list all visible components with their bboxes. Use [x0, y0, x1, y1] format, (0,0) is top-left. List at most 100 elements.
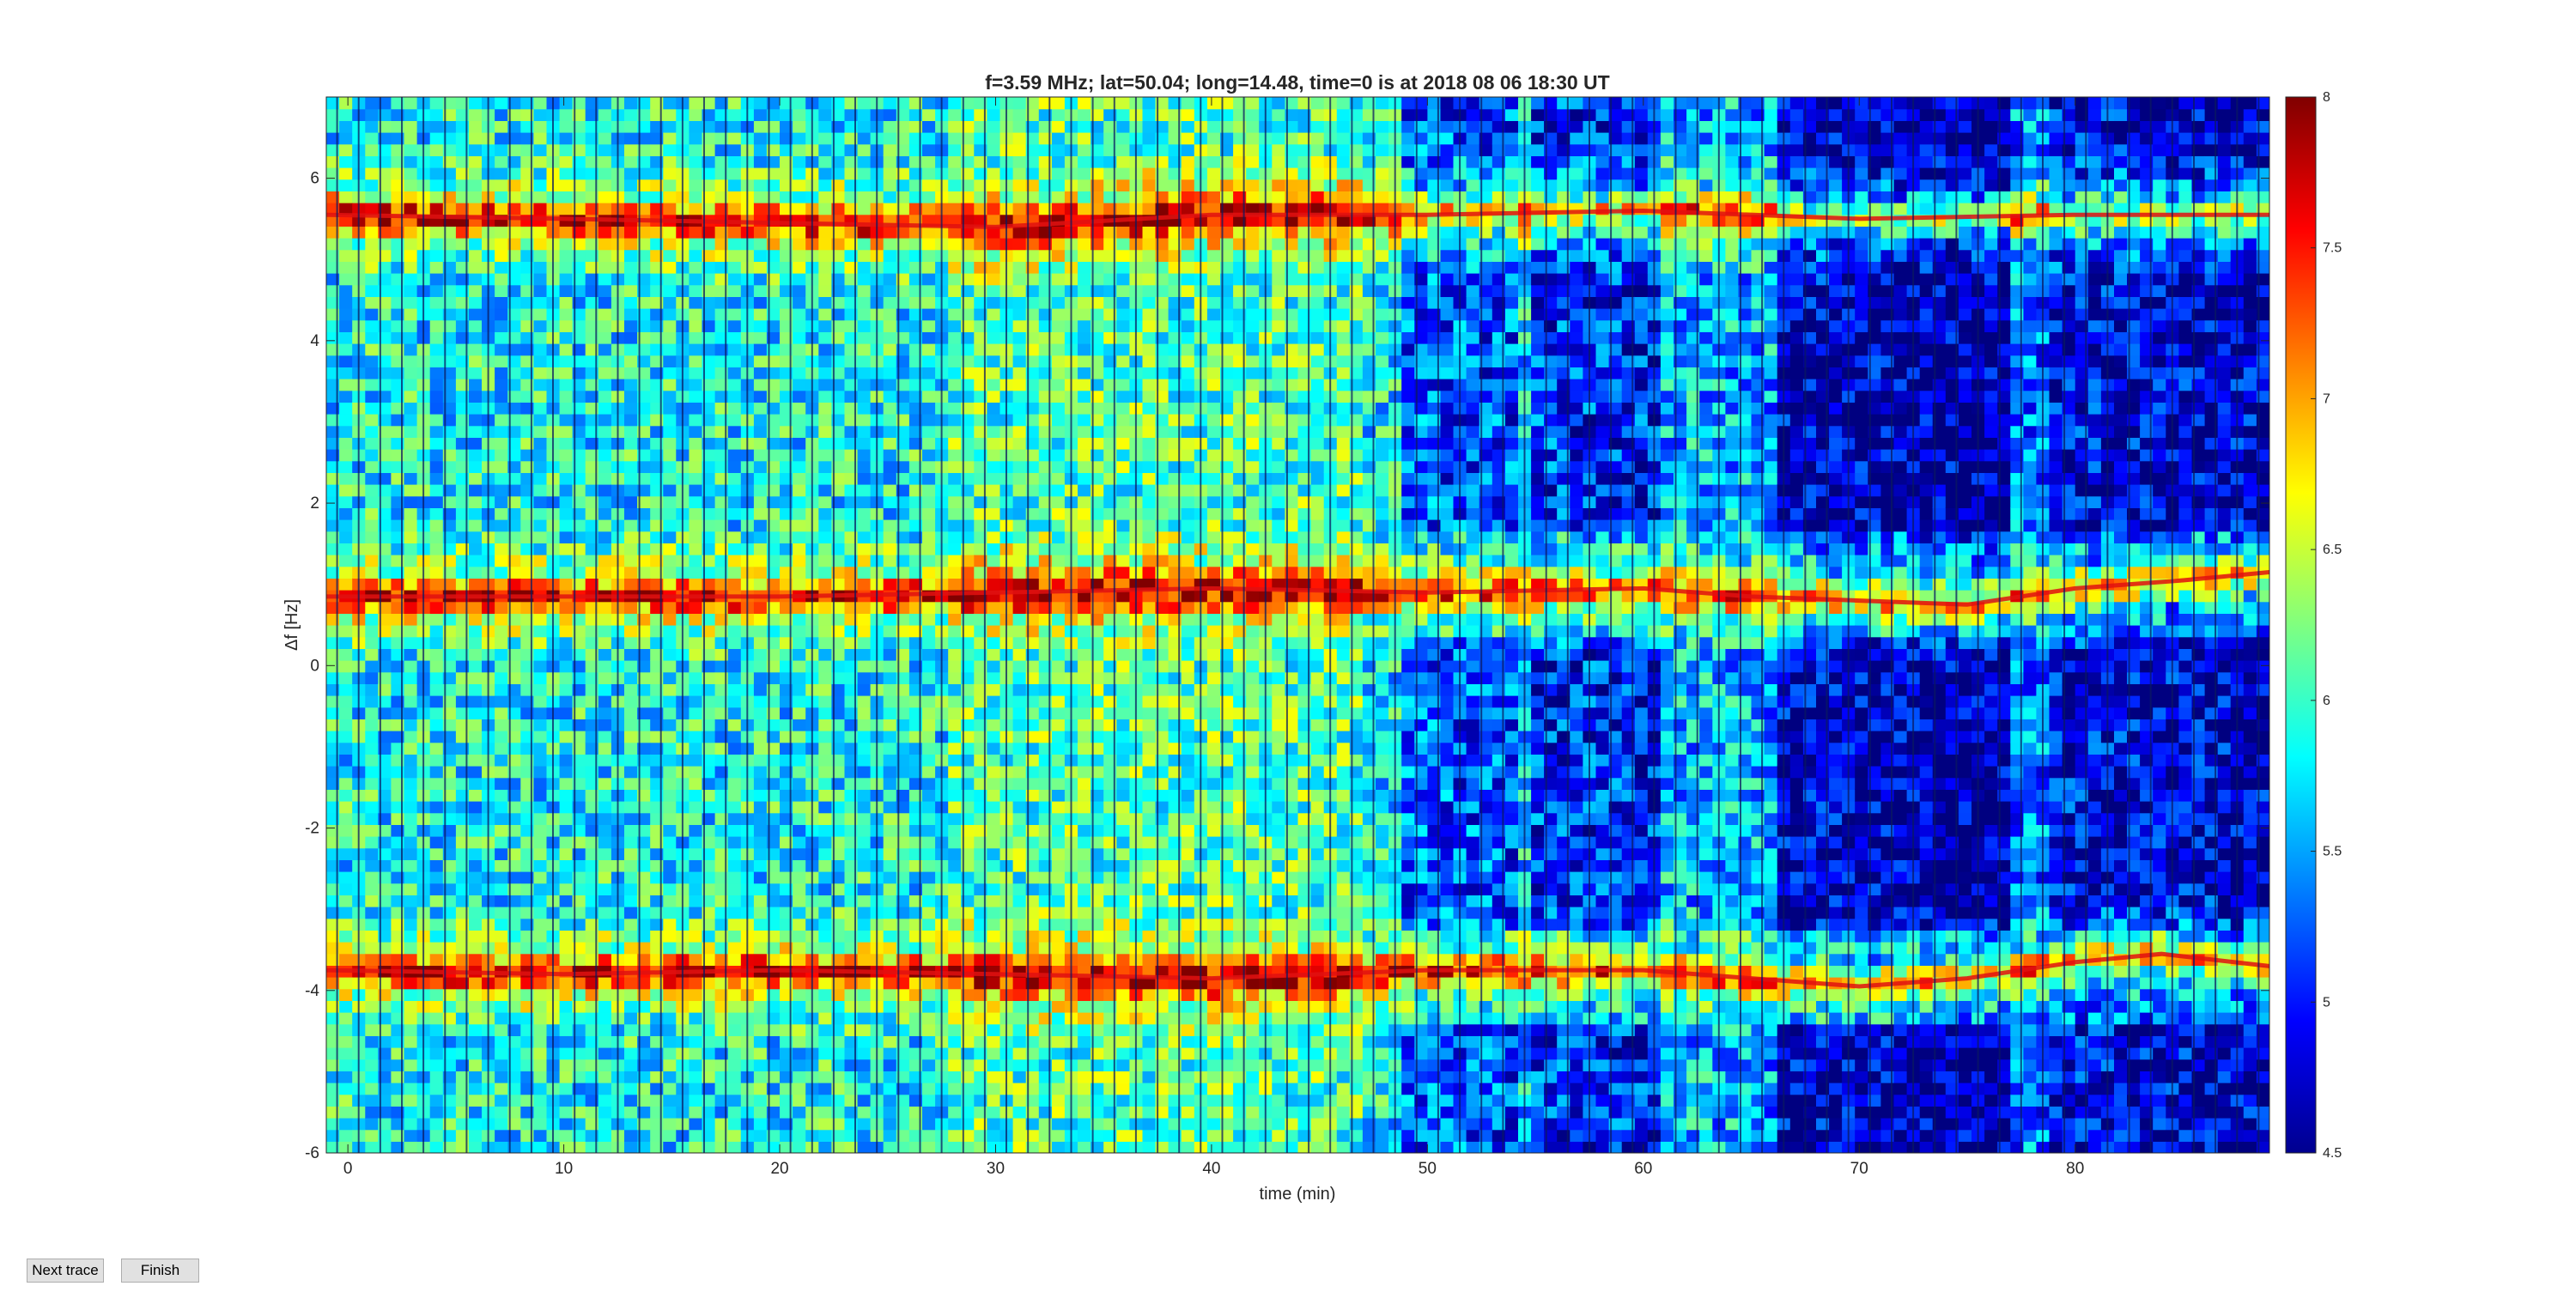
heatmap-cell — [857, 414, 872, 427]
heatmap-cell — [429, 284, 444, 297]
heatmap-cell — [469, 319, 483, 332]
heatmap-cell — [1012, 179, 1027, 191]
heatmap-cell — [987, 1047, 1001, 1060]
heatmap-cell — [378, 1118, 392, 1131]
heatmap-cell — [857, 742, 872, 755]
heatmap-cell — [883, 566, 897, 579]
heatmap-cell — [987, 379, 1001, 391]
heatmap-cell — [793, 1047, 806, 1060]
heatmap-cell — [857, 449, 872, 462]
heatmap-cell — [572, 1023, 586, 1036]
heatmap-cell — [987, 167, 1001, 180]
heatmap-cell — [495, 871, 508, 884]
heatmap-cell — [339, 930, 353, 943]
heatmap-cell — [442, 437, 457, 450]
heatmap-cell — [689, 1000, 703, 1013]
heatmap-cell — [857, 191, 872, 203]
heatmap-cell — [1012, 261, 1027, 274]
heatmap-cell — [429, 296, 444, 309]
heatmap-cell — [469, 719, 483, 731]
heatmap-cell — [753, 1071, 768, 1083]
heatmap-cell — [987, 636, 1001, 649]
heatmap-cell — [727, 883, 742, 895]
heatmap-cell — [702, 707, 716, 719]
heatmap-cell — [663, 531, 677, 543]
heatmap-cell — [404, 167, 418, 180]
heatmap-cell — [495, 801, 508, 814]
heatmap-cell — [339, 390, 353, 403]
heatmap-cell — [442, 284, 457, 297]
heatmap-cell — [533, 707, 548, 719]
heatmap-cell — [793, 988, 806, 1001]
heatmap-cell — [663, 355, 677, 367]
heatmap-cell — [365, 918, 379, 931]
heatmap-cell — [727, 1058, 742, 1071]
heatmap-cell — [559, 460, 574, 473]
heatmap-cell — [1012, 719, 1027, 731]
heatmap-cell — [339, 1129, 353, 1142]
heatmap-cell — [339, 495, 353, 508]
heatmap-cell — [598, 343, 612, 356]
heatmap-cell — [469, 1118, 483, 1131]
heatmap-cell — [1012, 660, 1027, 673]
heatmap-cell — [598, 273, 612, 286]
heatmap-cell — [948, 484, 962, 497]
heatmap-cell — [818, 695, 832, 708]
heatmap-cell — [727, 836, 742, 849]
heatmap-cell — [559, 930, 574, 943]
heatmap-cell — [689, 578, 703, 591]
heatmap-cell — [987, 355, 1001, 367]
heatmap-cell — [663, 719, 677, 731]
heatmap-cell — [987, 367, 1001, 379]
heatmap-cell — [1012, 613, 1027, 626]
heatmap-cell — [818, 871, 832, 884]
heatmap-cell — [793, 191, 806, 203]
heatmap-cell — [559, 1012, 574, 1025]
heatmap-cell — [404, 789, 418, 802]
heatmap-cell — [533, 1058, 548, 1071]
heatmap-cell — [365, 203, 379, 215]
heatmap-cell — [404, 1047, 418, 1060]
heatmap-cell — [702, 683, 716, 696]
heatmap-cell — [663, 836, 677, 849]
heatmap-cell — [793, 847, 806, 860]
heatmap-cell — [442, 1141, 457, 1153]
heatmap-cell — [663, 942, 677, 955]
heatmap-cell — [818, 132, 832, 145]
heatmap-cell — [663, 319, 677, 332]
heatmap-cell — [469, 742, 483, 755]
heatmap-cell — [702, 660, 716, 673]
heatmap-cell — [404, 143, 418, 156]
heatmap-cell — [469, 1023, 483, 1036]
heatmap-cell — [922, 249, 936, 262]
heatmap-cell — [1012, 648, 1027, 661]
heatmap-cell — [404, 155, 418, 168]
heatmap-cell — [365, 519, 379, 532]
heatmap-cell — [727, 613, 742, 626]
heatmap-cell — [857, 555, 872, 567]
heatmap-cell — [727, 319, 742, 332]
heatmap-cell — [857, 707, 872, 719]
heatmap-cell — [533, 296, 548, 309]
heatmap-cell — [559, 1000, 574, 1013]
heatmap-cell — [637, 824, 651, 837]
heatmap-cell — [378, 261, 392, 274]
heatmap-cell — [624, 261, 638, 274]
heatmap-cell — [442, 683, 457, 696]
heatmap-cell — [507, 319, 521, 332]
heatmap-cell — [365, 695, 379, 708]
heatmap-cell — [753, 132, 768, 145]
heatmap-cell — [598, 414, 612, 427]
heatmap-cell — [883, 531, 897, 543]
heatmap-cell — [339, 214, 353, 227]
heatmap-cell — [495, 108, 508, 121]
heatmap-cell — [339, 97, 353, 110]
heatmap-cell — [442, 402, 457, 415]
heatmap-cell — [883, 143, 897, 156]
heatmap-cell — [495, 824, 508, 837]
heatmap-cell — [922, 1071, 936, 1083]
heatmap-cell — [753, 425, 768, 438]
heatmap-cell — [922, 238, 936, 251]
heatmap-cell — [1012, 1058, 1027, 1071]
heatmap-cell — [559, 824, 574, 837]
